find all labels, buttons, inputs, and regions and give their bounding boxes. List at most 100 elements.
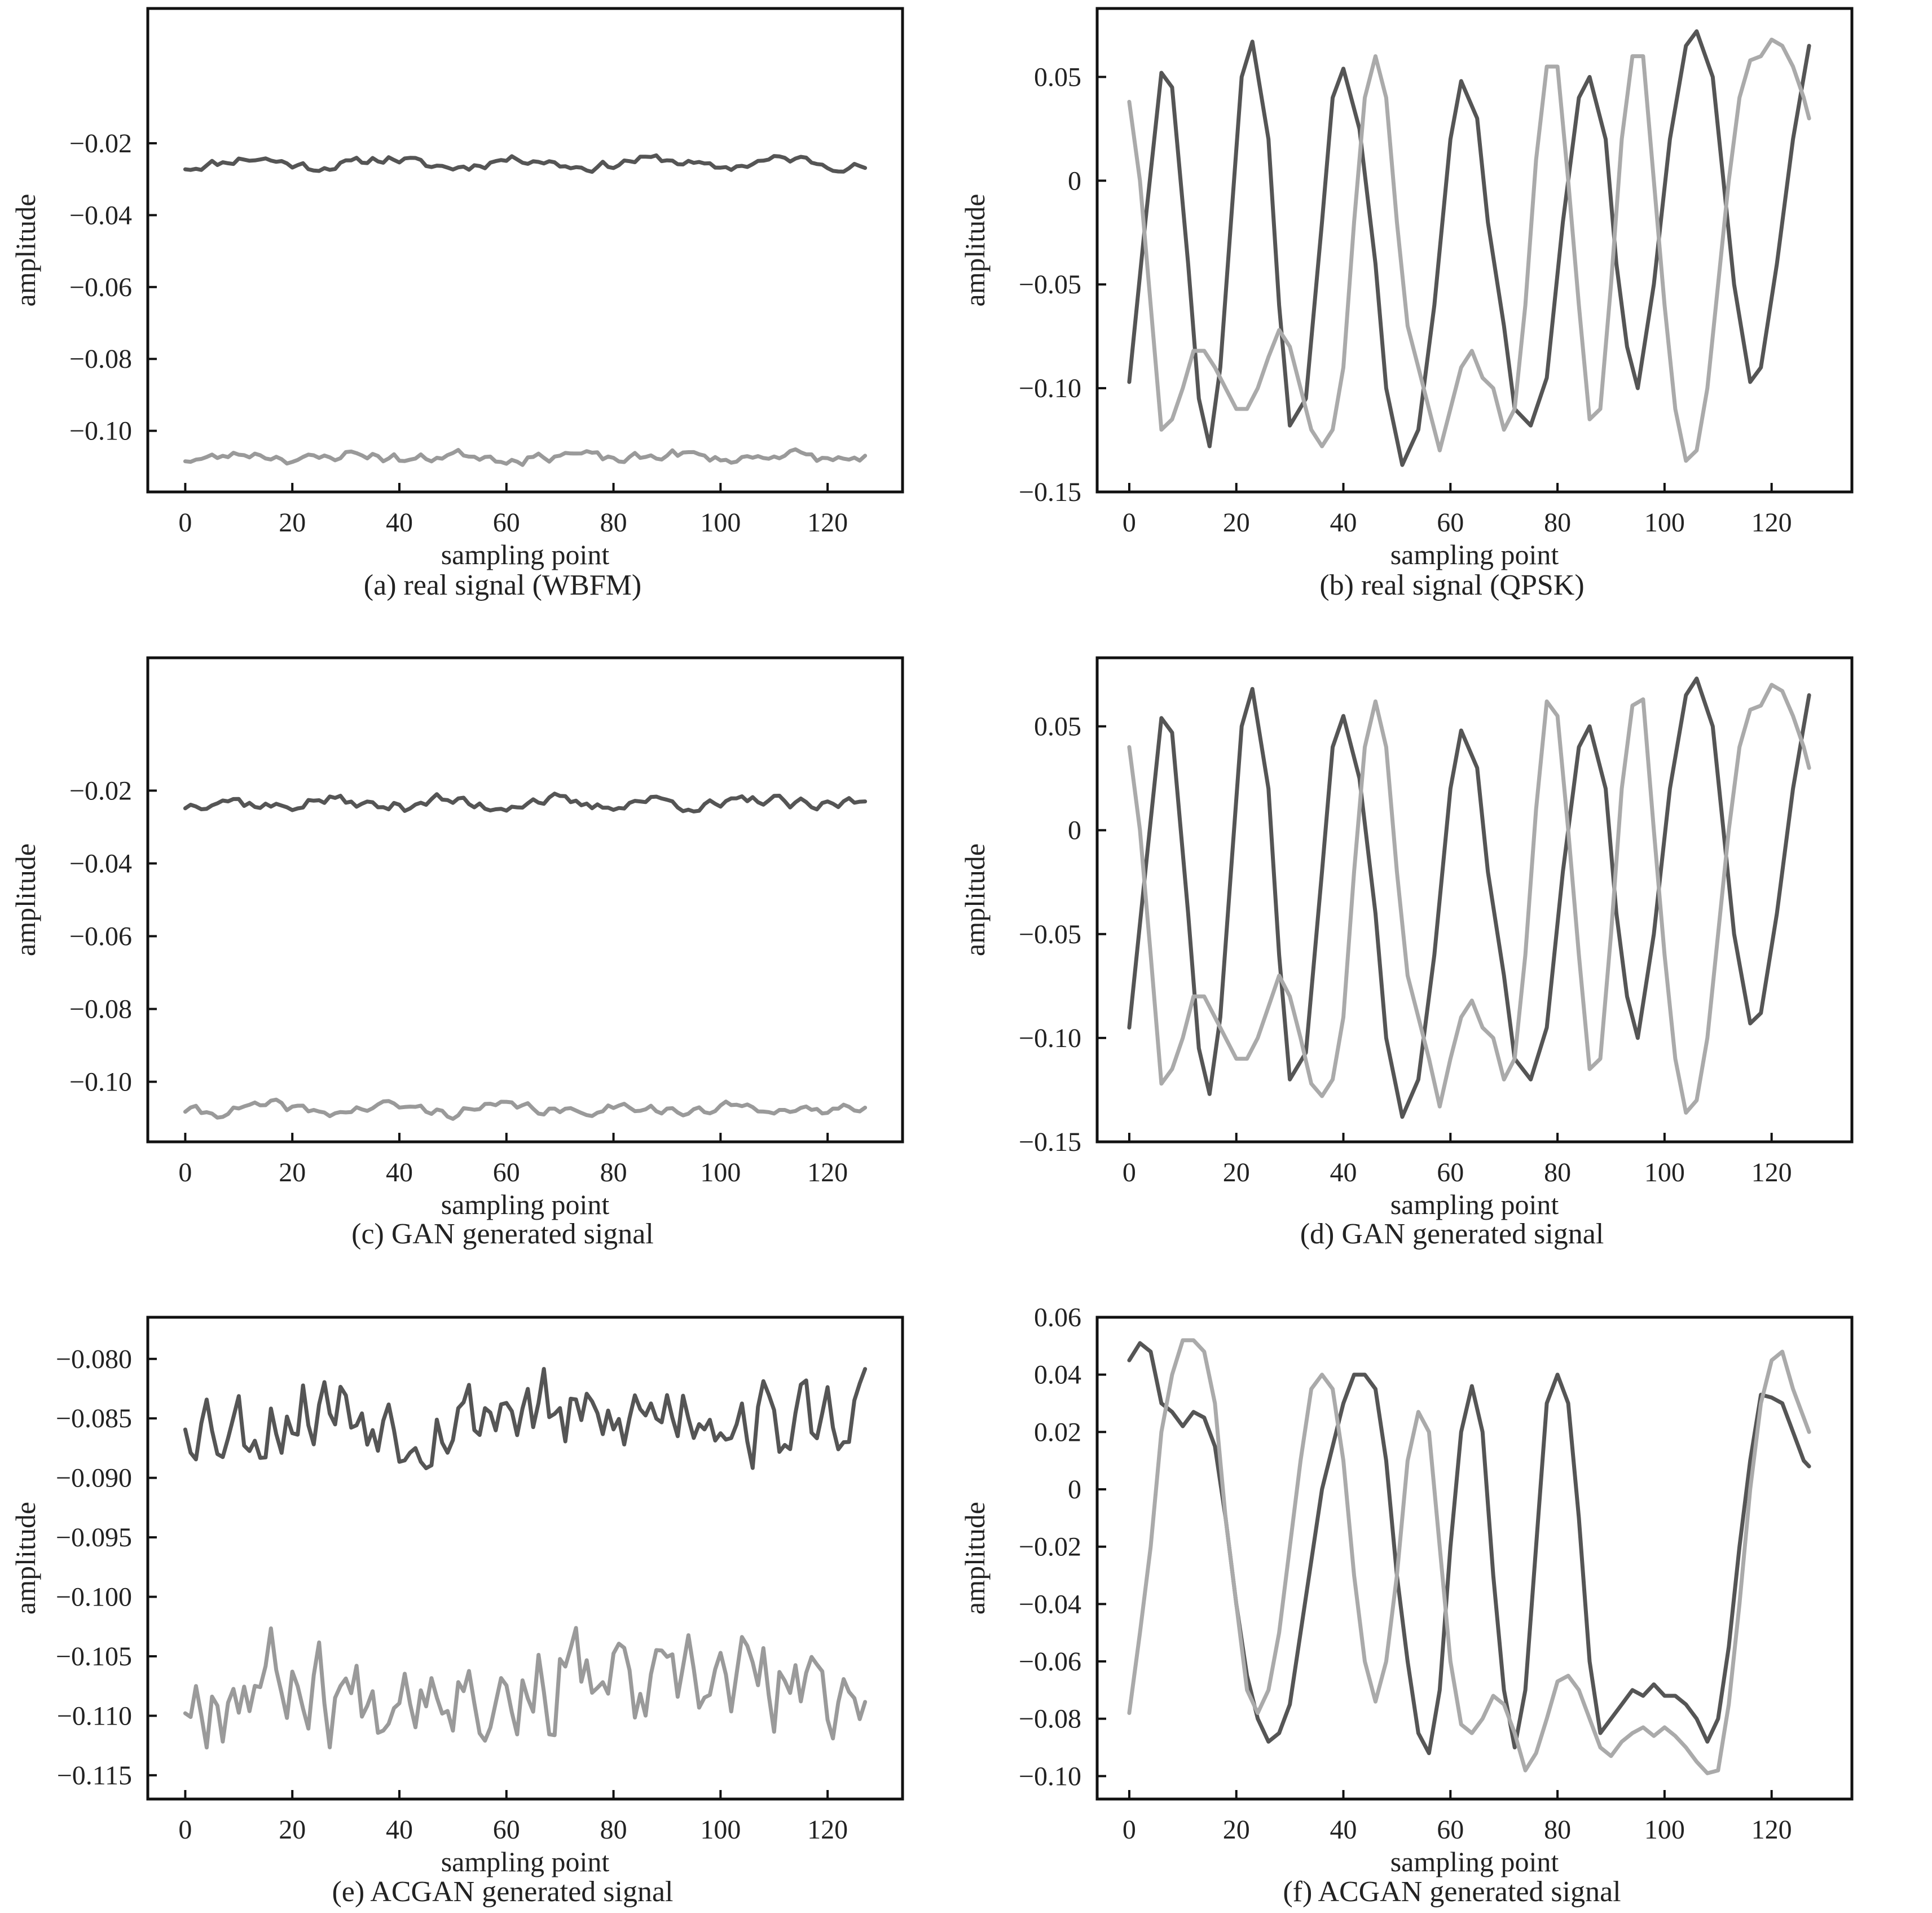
series-line-2 xyxy=(1127,1338,1811,1775)
y-tick-label: −0.08 xyxy=(69,995,132,1024)
x-tick-label: 40 xyxy=(386,1158,413,1188)
panel-caption: (b) real signal (QPSK) xyxy=(1319,569,1584,601)
y-tick-label: −0.105 xyxy=(56,1642,132,1672)
series-line-1 xyxy=(183,153,868,174)
panel-caption: (e) ACGAN generated signal xyxy=(332,1876,673,1908)
y-tick-label: 0.05 xyxy=(1034,712,1081,742)
chart-panel-d: 0 20 40 60 80 100 120 0.05 0 −0.05 −0.10 −0.15 sampl… xyxy=(959,656,1854,1250)
y-tick-label: −0.080 xyxy=(56,1344,132,1374)
plot-frame xyxy=(1095,1316,1854,1801)
y-tick-label: −0.100 xyxy=(56,1582,132,1612)
x-tick-label: 100 xyxy=(1644,1815,1685,1845)
x-tick-label: 120 xyxy=(1751,1158,1792,1188)
y-tick-label: −0.02 xyxy=(69,776,132,806)
y-tick-label: 0 xyxy=(1068,816,1081,846)
x-tick-label: 100 xyxy=(1644,1158,1685,1188)
x-tick-label: 0 xyxy=(178,1158,192,1188)
y-axis-title: amplitude xyxy=(959,194,991,307)
x-tick-label: 100 xyxy=(700,508,741,538)
series-line-2 xyxy=(183,1626,868,1750)
y-tick-label: 0 xyxy=(1068,1475,1081,1505)
panel-caption: (d) GAN generated signal xyxy=(1300,1218,1604,1250)
x-tick-label: 100 xyxy=(700,1158,741,1188)
y-tick-label: −0.10 xyxy=(69,1067,132,1097)
x-tick-label: 60 xyxy=(1437,508,1464,538)
series-line-2 xyxy=(183,447,868,467)
y-tick-label: −0.090 xyxy=(56,1463,132,1493)
x-tick-label: 20 xyxy=(1223,508,1250,538)
x-tick-label: 20 xyxy=(279,1815,306,1845)
y-tick-label: −0.06 xyxy=(69,272,132,302)
x-tick-label: 80 xyxy=(1544,508,1571,538)
x-tick-label: 60 xyxy=(1437,1158,1464,1188)
y-tick-label: −0.085 xyxy=(56,1404,132,1433)
y-tick-label: −0.10 xyxy=(1019,1023,1081,1053)
y-tick-label: 0.02 xyxy=(1034,1417,1081,1447)
x-tick-label: 120 xyxy=(1751,1815,1792,1845)
y-tick-label: −0.05 xyxy=(1019,270,1081,300)
y-tick-label: −0.10 xyxy=(69,416,132,446)
x-tick-label: 0 xyxy=(1123,1815,1136,1845)
x-tick-label: 0 xyxy=(1123,508,1136,538)
y-tick-label: −0.05 xyxy=(1019,920,1081,949)
y-axis-title: amplitude xyxy=(959,843,991,956)
x-tick-label: 80 xyxy=(1544,1158,1571,1188)
chart-panel-a: 0 20 40 60 80 100 120 −0.02 −0.04 −0.06 −0.08 −0.10… xyxy=(10,7,904,601)
y-tick-label: −0.06 xyxy=(1019,1647,1081,1677)
y-axis-title: amplitude xyxy=(959,1502,991,1615)
x-tick-label: 40 xyxy=(1330,1815,1357,1845)
x-tick-label: 20 xyxy=(1223,1158,1250,1188)
y-tick-label: 0.04 xyxy=(1034,1360,1081,1390)
panel-caption: (f) ACGAN generated signal xyxy=(1283,1876,1621,1908)
y-tick-label: −0.10 xyxy=(1019,1761,1081,1791)
x-tick-label: 20 xyxy=(1223,1815,1250,1845)
x-axis-title: sampling point xyxy=(441,1189,610,1220)
x-tick-label: 120 xyxy=(807,508,848,538)
x-tick-label: 60 xyxy=(493,508,520,538)
y-tick-label: −0.04 xyxy=(69,848,132,878)
series-line-1 xyxy=(1127,29,1811,467)
y-tick-label: 0 xyxy=(1068,166,1081,196)
x-tick-label: 100 xyxy=(1644,508,1685,538)
y-tick-label: −0.06 xyxy=(69,922,132,952)
y-tick-label: −0.04 xyxy=(69,200,132,230)
y-tick-label: −0.04 xyxy=(1019,1589,1081,1619)
x-tick-label: 60 xyxy=(1437,1815,1464,1845)
series-line-2 xyxy=(183,1097,868,1121)
y-tick-label: 0.06 xyxy=(1034,1303,1081,1332)
plot-frame xyxy=(146,1316,904,1801)
y-tick-label: −0.095 xyxy=(56,1523,132,1553)
x-tick-label: 120 xyxy=(807,1158,848,1188)
y-tick-label: −0.110 xyxy=(57,1701,132,1731)
series-line-1 xyxy=(1127,676,1811,1119)
y-tick-label: −0.08 xyxy=(1019,1704,1081,1734)
plot-frame xyxy=(1095,7,1854,494)
y-axis-title: amplitude xyxy=(10,194,41,307)
plot-frame xyxy=(1095,656,1854,1144)
y-tick-label: −0.115 xyxy=(57,1761,132,1791)
x-tick-label: 40 xyxy=(1330,508,1357,538)
y-axis-title: amplitude xyxy=(10,1502,41,1615)
series-line-1 xyxy=(183,791,868,813)
y-tick-label: −0.15 xyxy=(1019,1127,1081,1157)
x-tick-label: 80 xyxy=(600,1815,627,1845)
chart-panel-b: 0 20 40 60 80 100 120 0.05 0 −0.05 −0.10 −0.15 sampl… xyxy=(959,7,1854,601)
y-tick-label: −0.02 xyxy=(69,129,132,159)
x-tick-label: 100 xyxy=(700,1815,741,1845)
x-tick-label: 80 xyxy=(600,1158,627,1188)
plot-frame xyxy=(146,656,904,1144)
series-line-1 xyxy=(183,1367,868,1470)
x-tick-label: 20 xyxy=(279,508,306,538)
y-axis-title: amplitude xyxy=(10,843,41,956)
x-tick-label: 120 xyxy=(1751,508,1792,538)
y-tick-label: −0.15 xyxy=(1019,477,1081,507)
x-tick-label: 40 xyxy=(1330,1158,1357,1188)
y-tick-label: −0.02 xyxy=(1019,1532,1081,1562)
y-tick-label: −0.10 xyxy=(1019,373,1081,403)
y-tick-label: −0.08 xyxy=(69,344,132,374)
x-axis-title: sampling point xyxy=(1390,1846,1559,1877)
chart-panel-c: 0 20 40 60 80 100 120 −0.02 −0.04 −0.06 −0.08 −0.10… xyxy=(10,656,904,1250)
x-tick-label: 0 xyxy=(178,1815,192,1845)
panel-caption: (c) GAN generated signal xyxy=(351,1218,654,1250)
